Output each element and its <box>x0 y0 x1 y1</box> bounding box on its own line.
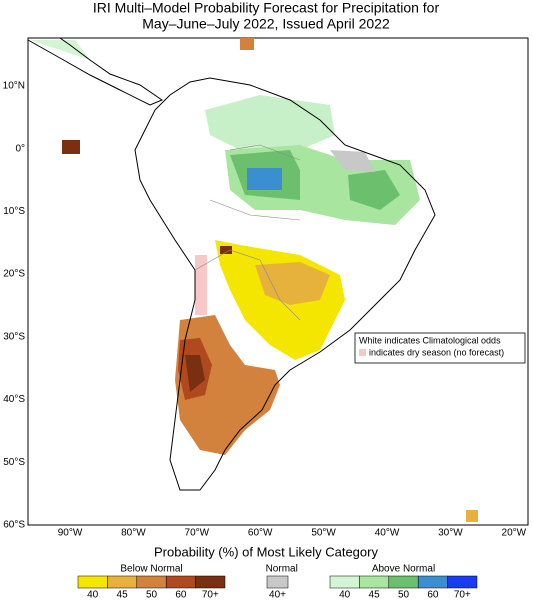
legend-tick: 70+ <box>454 590 471 600</box>
lon-label: 40°W <box>375 528 400 539</box>
note-text: indicates dry season (no forecast) <box>369 347 504 357</box>
legend-swatch <box>107 575 138 589</box>
coastline <box>134 77 436 491</box>
coastline <box>27 37 164 106</box>
shade-above-60 <box>247 168 282 190</box>
legend-tick: 40+ <box>269 590 286 600</box>
legend-heading: Probability (%) of Most Likely Category <box>154 544 378 559</box>
shade-dry-season <box>195 255 207 315</box>
legend-group-label: Below Normal <box>120 564 182 575</box>
lat-label: 60°S <box>3 520 25 531</box>
legend-group-label: Normal <box>266 564 298 575</box>
lat-label: 50°S <box>3 457 25 468</box>
legend-swatch <box>266 575 289 589</box>
shade-normal <box>330 150 375 172</box>
legend-swatch <box>136 575 167 589</box>
legend-tick: 60 <box>427 590 439 600</box>
lon-label: 30°W <box>438 528 463 539</box>
map-area <box>27 37 529 526</box>
shade-above-40 <box>30 40 90 60</box>
lon-label: 80°W <box>121 528 146 539</box>
legend-tick: 40 <box>87 590 99 600</box>
legend-swatch <box>359 575 390 589</box>
legend-group-label: Above Normal <box>372 564 435 575</box>
shade-below-45 <box>255 262 330 305</box>
lat-label: 10°N <box>3 81 25 92</box>
shade-below-70 <box>62 140 80 154</box>
lat-label: 10°S <box>3 206 25 217</box>
legend-swatch <box>417 575 448 589</box>
dry-season-swatch <box>359 349 366 356</box>
lon-label: 70°W <box>185 528 210 539</box>
title-line: May–June–July 2022, Issued April 2022 <box>142 16 390 32</box>
lon-label: 60°W <box>248 528 273 539</box>
legend-tick: 70+ <box>202 590 219 600</box>
legend-tick: 45 <box>117 590 129 600</box>
legend-swatch <box>388 575 419 589</box>
legend-tick: 50 <box>146 590 158 600</box>
lon-label: 20°W <box>502 528 527 539</box>
legend-swatch <box>195 575 226 589</box>
shade-above-50 <box>348 170 400 210</box>
legend-swatch <box>329 575 360 589</box>
shade-below-70 <box>220 246 232 254</box>
note-frame <box>354 332 526 364</box>
note-box: White indicates Climatological odds indi… <box>354 332 526 364</box>
legend-swatch <box>447 575 478 589</box>
note-text: White indicates Climatological odds <box>359 335 501 345</box>
title-line: IRI Multi–Model Probability Forecast for… <box>93 0 440 16</box>
legend-tick: 40 <box>339 590 351 600</box>
legend-tick: 60 <box>175 590 187 600</box>
legend: Below Normal 40 45 50 60 70+ Normal 40+ Above No… <box>77 564 478 601</box>
legend-tick: 45 <box>369 590 381 600</box>
border <box>194 144 301 321</box>
legend-tick: 50 <box>398 590 410 600</box>
shade-below-50 <box>240 38 254 50</box>
shade-below-70 <box>185 355 205 392</box>
legend-swatch <box>165 575 196 589</box>
lat-label: 0° <box>15 143 25 154</box>
lat-label: 20°S <box>3 269 25 280</box>
shade-below-45 <box>466 510 478 522</box>
legend-swatch <box>77 575 108 589</box>
lon-label: 90°W <box>58 528 83 539</box>
lat-label: 40°S <box>3 394 25 405</box>
lon-label: 50°W <box>311 528 336 539</box>
lat-label: 30°S <box>3 331 25 342</box>
